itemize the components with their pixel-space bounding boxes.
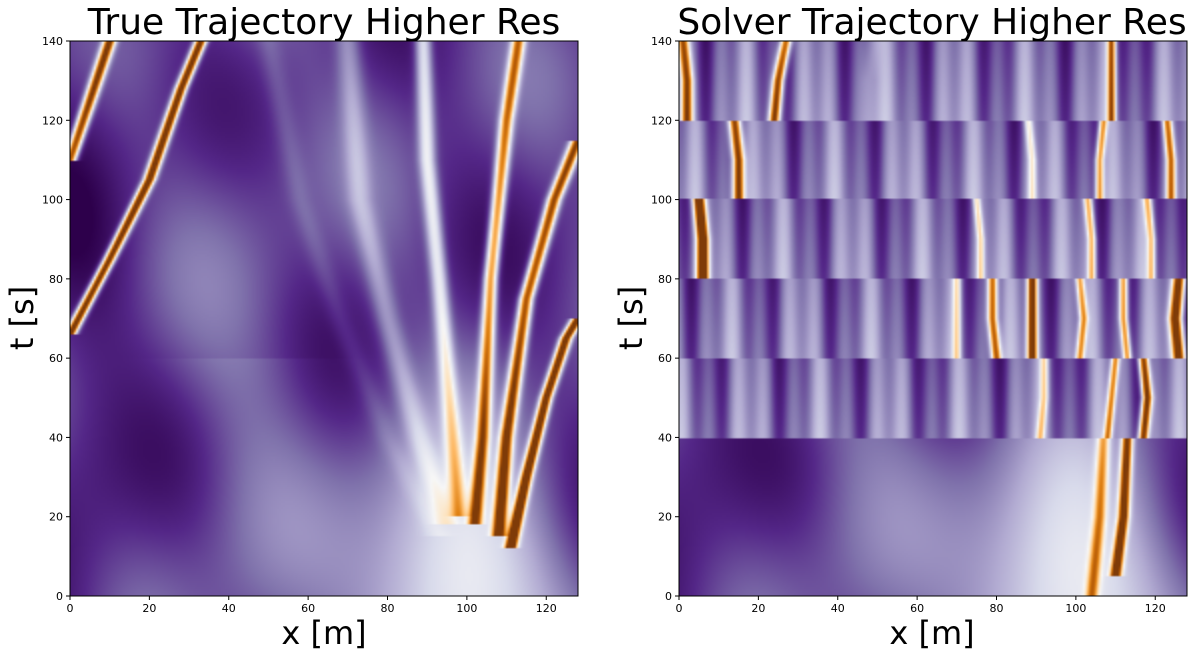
y-axis-label: t [s] [612,286,650,350]
axis-ticks: 0 20 40 60 80 100 120 0 20 40 60 80 100 120 140 [42,35,557,615]
x-axis-label: x [m] [281,614,366,652]
plot-frame [69,40,579,597]
x-tick-label: 100 [1065,602,1086,615]
y-tick-label: 20 [658,511,672,524]
y-tick-label: 80 [49,273,63,286]
heatmap-image [70,41,578,596]
chart-title: Solver Trajectory Higher Res [677,2,1186,43]
x-tick-label: 40 [222,602,236,615]
y-tick-label: 0 [56,590,63,603]
x-tick-label: 120 [536,602,557,615]
x-tick-label: 80 [381,602,395,615]
x-tick-label: 100 [456,602,477,615]
y-tick-label: 120 [42,114,63,127]
y-tick-label: 60 [49,352,63,365]
y-axis-label: t [s] [3,286,41,350]
x-tick-label: 0 [67,602,74,615]
x-tick-label: 120 [1145,602,1166,615]
y-tick-label: 40 [49,431,63,444]
axis-ticks: 0 20 40 60 80 100 120 0 20 40 60 80 100 120 140 [651,35,1166,615]
y-tick-label: 80 [658,273,672,286]
y-tick-label: 100 [651,194,672,207]
solver-trajectory-panel: Solver Trajectory Higher Res 0 20 40 60 80 10… [612,2,1188,652]
y-tick-label: 40 [658,431,672,444]
x-tick-label: 60 [910,602,924,615]
x-tick-label: 0 [676,602,683,615]
y-tick-label: 60 [658,352,672,365]
x-tick-label: 80 [990,602,1004,615]
x-tick-label: 60 [301,602,315,615]
y-tick-label: 0 [665,590,672,603]
plot-frame [678,40,1188,597]
chart-title: True Trajectory Higher Res [87,2,561,43]
x-tick-label: 20 [751,602,765,615]
y-tick-label: 140 [651,35,672,48]
x-tick-label: 20 [142,602,156,615]
true-trajectory-panel: True Trajectory Higher Res 0 20 40 60 80 100 1… [3,2,579,652]
y-tick-label: 140 [42,35,63,48]
y-tick-label: 120 [651,114,672,127]
heatmap-image [679,41,1187,596]
y-tick-label: 20 [49,511,63,524]
x-axis-label: x [m] [889,614,974,652]
x-tick-label: 40 [831,602,845,615]
y-tick-label: 100 [42,194,63,207]
